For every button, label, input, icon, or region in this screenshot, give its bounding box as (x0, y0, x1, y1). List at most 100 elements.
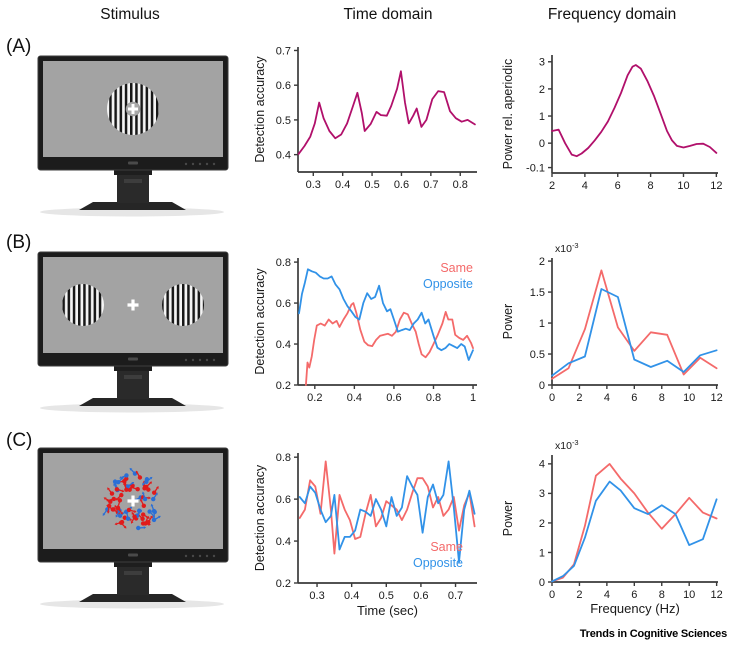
x-tick-label: 0.2 (307, 392, 322, 404)
dot-arrowhead (149, 515, 153, 519)
dot-arrowhead (155, 492, 158, 496)
y-ticks: 0 0.5 1 1.5 2 (530, 256, 552, 392)
y-tick-label: 1 (539, 547, 545, 559)
dot-field (102, 467, 161, 531)
y-ticks: 0.2 0.4 0.6 0.8 (276, 452, 298, 590)
dot-arrowhead (136, 515, 140, 519)
dot-arrowhead (121, 476, 124, 480)
x-tick-label: 10 (683, 589, 695, 601)
monitor-button-dot (212, 554, 216, 558)
y-tick-label: 0.5 (276, 115, 291, 127)
monitor-button-dot (205, 358, 209, 362)
monitor-button-dot (198, 162, 202, 166)
monitor-stand-cap (114, 169, 152, 175)
y-axis-label: Detection accuracy (253, 56, 267, 163)
moving-dot (152, 509, 157, 515)
moving-dot (126, 507, 132, 513)
journal-branding: Trends in Cognitive Sciences (579, 628, 727, 640)
y-tick-label: 2 (539, 518, 545, 530)
series-same (551, 463, 718, 583)
y-tick-label: 2 (539, 256, 545, 268)
monitor-stand-base (79, 202, 186, 210)
y-axis-label: Power (501, 501, 515, 536)
y-axis-label: Detection accuracy (253, 268, 267, 375)
x-tick-label: 4 (604, 589, 610, 601)
dot-arrowhead (143, 526, 147, 530)
x-tick-label: 6 (631, 392, 637, 404)
x-tick-label: 1 (470, 392, 476, 404)
fixation-cross (127, 299, 139, 311)
y-tick-label: 0.8 (276, 257, 291, 269)
y-tick-label: 3 (539, 488, 545, 500)
moving-dot (122, 515, 127, 520)
monitor-stand-tag (124, 179, 142, 183)
legend: Same Opposite (423, 261, 473, 291)
y-tick-label: 3 (539, 57, 545, 69)
moving-dot (124, 473, 129, 478)
series-group (551, 463, 718, 583)
column-header-stimulus: Stimulus (100, 6, 160, 23)
y-tick-label: 1 (539, 318, 545, 330)
dot-arrowhead (106, 498, 109, 502)
x-tick-label: 0.3 (306, 179, 321, 191)
x-tick-label: 4 (582, 180, 588, 192)
x-ticks: 0.2 0.4 0.6 0.8 1 (307, 385, 476, 404)
fixation-cross (127, 495, 139, 507)
moving-dot (144, 477, 150, 482)
y-tick-label: -0.1 (526, 162, 545, 174)
moving-dot (127, 487, 132, 492)
dot-arrowhead (156, 486, 159, 489)
y-tick-label: 0.4 (276, 149, 291, 161)
x-tick-label: 6 (615, 180, 621, 192)
x-tick-label: 0.7 (448, 590, 463, 602)
series-group (551, 64, 718, 158)
dot-arrowhead (107, 487, 110, 491)
y-tick-label: 0.5 (530, 349, 545, 361)
dot-arrowhead (115, 497, 119, 501)
moving-dot (119, 492, 124, 498)
dot-arrowhead (152, 514, 156, 518)
dot-arrowhead (133, 509, 137, 513)
chart-c-time-domain: 0.3 0.4 0.5 0.6 0.7 0.2 0.4 0.6 0.8 Detection acc… (253, 452, 477, 618)
dot-arrowhead (131, 511, 135, 515)
dot-arrowhead (135, 470, 139, 474)
monitor-stand-cap (114, 561, 152, 567)
y-tick-label: 0.8 (276, 452, 291, 464)
monitor-stand-tag (124, 571, 142, 575)
series-detection-accuracy (297, 70, 476, 155)
x-tick-label: 0.4 (344, 590, 359, 602)
moving-dot (109, 491, 115, 496)
y-ticks: 0.4 0.5 0.6 0.7 (276, 45, 298, 161)
y-tick-label: 0.2 (276, 578, 291, 590)
x-tick-label: 2 (549, 180, 555, 192)
row-label-c: (C) (6, 430, 33, 451)
monitor-stand-cap (114, 365, 152, 371)
y-tick-label: 0.6 (276, 80, 291, 92)
dot-arrowhead (102, 513, 106, 516)
moving-dot (136, 525, 141, 531)
y-tick-label: 0.6 (276, 494, 291, 506)
dot-arrowhead (129, 467, 133, 471)
x-tick-label: 4 (604, 392, 610, 404)
monitor-button-dot (191, 358, 195, 362)
y-ticks: -0.1 0 1 2 3 (526, 57, 552, 174)
x-ticks: 2 4 6 8 10 12 (549, 173, 722, 192)
dot-arrowhead (123, 525, 127, 529)
y-ticks: 0.2 0.4 0.6 0.8 (276, 257, 298, 392)
dot-arrowhead (149, 481, 153, 485)
x-tick-label: 2 (576, 392, 582, 404)
moving-dot (111, 496, 117, 502)
moving-dot (146, 519, 151, 525)
stimulus-monitor-c (37, 447, 229, 609)
scale-annotation-exponent: -3 (572, 438, 579, 447)
monitor-chin-logo (128, 553, 138, 557)
moving-dot (136, 508, 142, 513)
row-label-a: (A) (6, 36, 32, 57)
monitor-button-dot (184, 162, 188, 166)
dot-arrowhead (131, 481, 135, 485)
monitor-chin-logo (128, 161, 138, 165)
moving-dot (146, 487, 151, 492)
